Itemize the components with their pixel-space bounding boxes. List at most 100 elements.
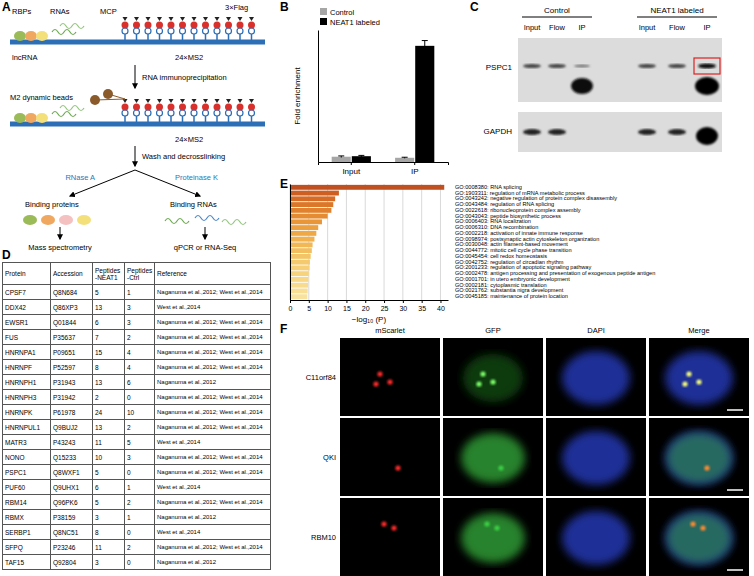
legend-label: NEAT1 labeled: [330, 18, 380, 27]
table-cell: 5: [93, 285, 125, 300]
table-cell: 10: [125, 405, 155, 420]
bar: [290, 196, 335, 201]
column-header: DAPI: [587, 326, 605, 335]
speckle: [377, 371, 382, 376]
micrograph: [340, 338, 440, 416]
table-cell: Naganuma et al.,2012; West et al.,2014: [155, 495, 271, 510]
table-cell: 6: [93, 480, 125, 495]
flag-shape: [215, 17, 220, 21]
mcp-shape: [214, 22, 221, 29]
table-cell: 4: [125, 345, 155, 360]
table-cell: West et al.,2014: [155, 300, 271, 315]
micrograph: [443, 338, 543, 416]
nuclear-signal: [463, 354, 523, 402]
table-row: MATR3P43243115West et al.,2014: [3, 435, 271, 450]
error-line: [402, 157, 408, 158]
axis-line: [318, 31, 319, 163]
table-row: EWSR1Q0184463Naganuma et al.,2012; West …: [3, 315, 271, 330]
blot-strip: [518, 38, 722, 102]
table-cell: 2: [93, 390, 125, 405]
flag-shape: [157, 99, 162, 103]
table-cell: West et al.,2014: [155, 480, 271, 495]
ms2-loop: [249, 110, 255, 116]
row-label: RBM10: [311, 533, 336, 542]
mcp-shape: [191, 104, 198, 111]
table-cell: SERBP1: [3, 525, 51, 540]
highlight-box: [694, 58, 720, 74]
flag-shape: [238, 99, 243, 103]
speckle: [682, 381, 687, 386]
panel-label: A: [2, 0, 11, 14]
bar: [290, 237, 314, 242]
tick-label: Input: [342, 167, 361, 176]
chart-b: InputIPFold enrichmentControlNEAT1 label…: [293, 8, 449, 176]
ms2-loop: [191, 28, 197, 34]
ms2-stem: [216, 116, 218, 122]
table-cell: Q8NC51: [51, 525, 93, 540]
rna-shape: [52, 30, 76, 35]
speckle: [494, 525, 499, 530]
table-row: HNRNPFP5259784Naganuma et al.,2012; West…: [3, 360, 271, 375]
ms2-stem: [228, 34, 230, 40]
label: Proteinase K: [175, 173, 218, 182]
image-background: [340, 498, 440, 576]
flag-shape: [157, 17, 162, 21]
table-cell: HNRNPH1: [3, 375, 51, 390]
legend-swatch: [320, 8, 327, 15]
mcp-shape: [237, 22, 244, 29]
table-cell: 0: [125, 555, 155, 570]
nucleus: [562, 511, 630, 565]
ms2-loop: [122, 28, 128, 34]
bar: [290, 294, 307, 299]
speckle: [700, 525, 705, 530]
workflow-diagram: RBPsRNAsMCP3×FlaglncRNA24×MS2RNA immunop…: [10, 3, 265, 252]
protein-shape: [41, 215, 55, 225]
speckle: [373, 381, 378, 386]
table-cell: 5: [93, 495, 125, 510]
mcp-shape: [237, 104, 244, 111]
table-cell: Q86XP3: [51, 300, 93, 315]
western-blot: ControlNEAT1 labeledInputFlowIPInputFlow…: [484, 6, 722, 152]
tick-mark: [328, 300, 329, 303]
bar: [332, 157, 351, 162]
blot-strip: [518, 112, 722, 152]
legend-label: Control: [330, 8, 355, 17]
image-background: [649, 498, 749, 576]
mcp-shape: [145, 104, 152, 111]
label: 3×Flag: [225, 3, 248, 12]
band: [523, 129, 541, 135]
ms2-loop: [214, 110, 220, 116]
label: qPCR or RNA-Seq: [174, 243, 237, 252]
table-cell: 5: [93, 465, 125, 480]
micrographs: mScarletGFPDAPIMergeC11orf84QKIRBM10: [306, 326, 749, 576]
label: Mass spectrometry: [28, 243, 92, 252]
nuclear-signal: [667, 513, 731, 563]
band: [698, 64, 716, 69]
table-cell: 7: [93, 330, 125, 345]
group-line: [637, 17, 717, 18]
table-cell: P23246: [51, 540, 93, 555]
x-axis: 0510152025303540: [289, 300, 449, 312]
table-cell: Naganuma et al.,2012; West et al.,2014: [155, 405, 271, 420]
micrograph: [546, 498, 646, 576]
tick: Input: [342, 162, 361, 176]
label: MCP: [100, 7, 117, 16]
speckle: [484, 521, 489, 526]
table-row: HNRNPH3P3194220Naganuma et al.,2012; Wes…: [3, 390, 271, 405]
nucleus: [562, 431, 630, 485]
rbp-shape: [36, 31, 48, 41]
table-cell: HNRNPA1: [3, 345, 51, 360]
plot-area: [332, 41, 435, 162]
tick-label: 0: [289, 305, 293, 312]
flag-shape: [123, 99, 128, 103]
mcp-shape: [168, 104, 175, 111]
nucleus: [562, 351, 630, 405]
micrograph: [443, 418, 543, 496]
speckle: [480, 371, 485, 376]
label: Binding proteins: [25, 200, 79, 209]
band: [523, 64, 541, 68]
table-row: SFPQP23246112Naganuma et al.,2012; West …: [3, 540, 271, 555]
table-row: DDX42Q86XP3133West et al.,2014: [3, 300, 271, 315]
ms2-loop: [180, 28, 186, 34]
rbp-shape: [14, 31, 26, 41]
